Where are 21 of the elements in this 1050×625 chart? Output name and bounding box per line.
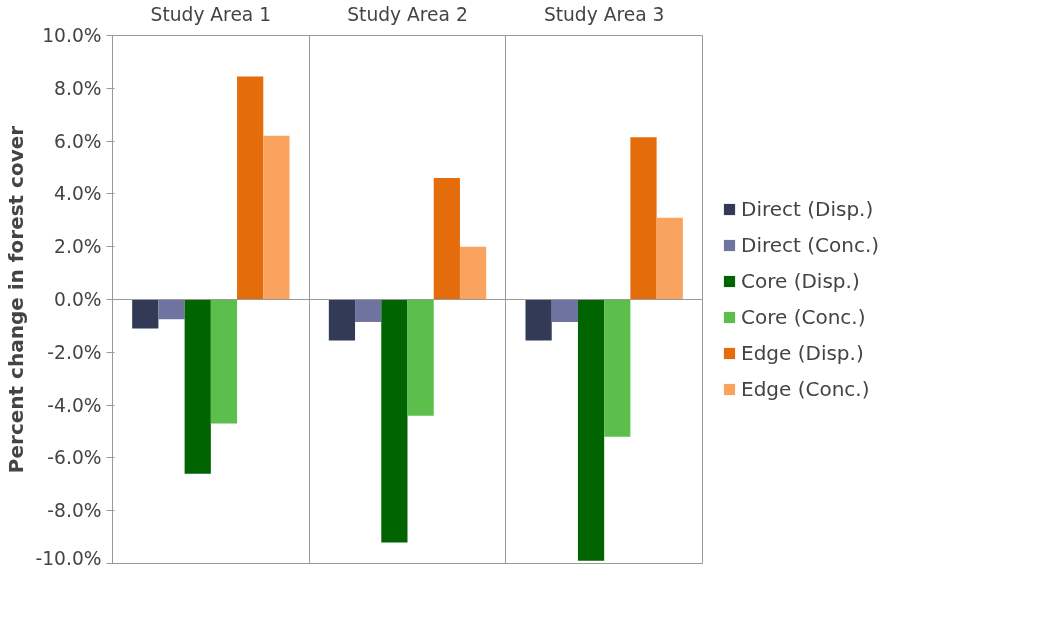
x-tick-label: Study Area 2	[347, 3, 468, 25]
y-tick-label: 4.0%	[54, 183, 102, 205]
legend-label: Core (Conc.)	[741, 305, 866, 329]
y-tick-label: 2.0%	[54, 236, 102, 258]
legend-label: Core (Disp.)	[741, 269, 860, 293]
y-tick-label: -10.0%	[35, 547, 102, 569]
legend-label: Edge (Conc.)	[741, 377, 870, 401]
y-tick-label: -8.0%	[47, 500, 102, 522]
y-tick-label: -4.0%	[47, 394, 102, 416]
legend-label: Edge (Disp.)	[741, 341, 864, 365]
x-tick-label: Study Area 3	[543, 3, 665, 25]
y-tick-label: 8.0%	[54, 77, 102, 99]
y-axis-title: Percent change in forest cover	[3, 125, 28, 474]
y-tick-label: -6.0%	[47, 447, 102, 469]
legend-label: Direct (Conc.)	[741, 233, 880, 257]
y-tick-label: -2.0%	[47, 341, 102, 363]
legend-label: Direct (Disp.)	[741, 197, 874, 221]
y-tick-label: 10.0%	[42, 25, 102, 46]
y-tick-label: 0.0%	[54, 289, 102, 310]
x-tick-label: Study Area 1	[150, 3, 272, 25]
y-tick-label: 6.0%	[54, 130, 102, 152]
